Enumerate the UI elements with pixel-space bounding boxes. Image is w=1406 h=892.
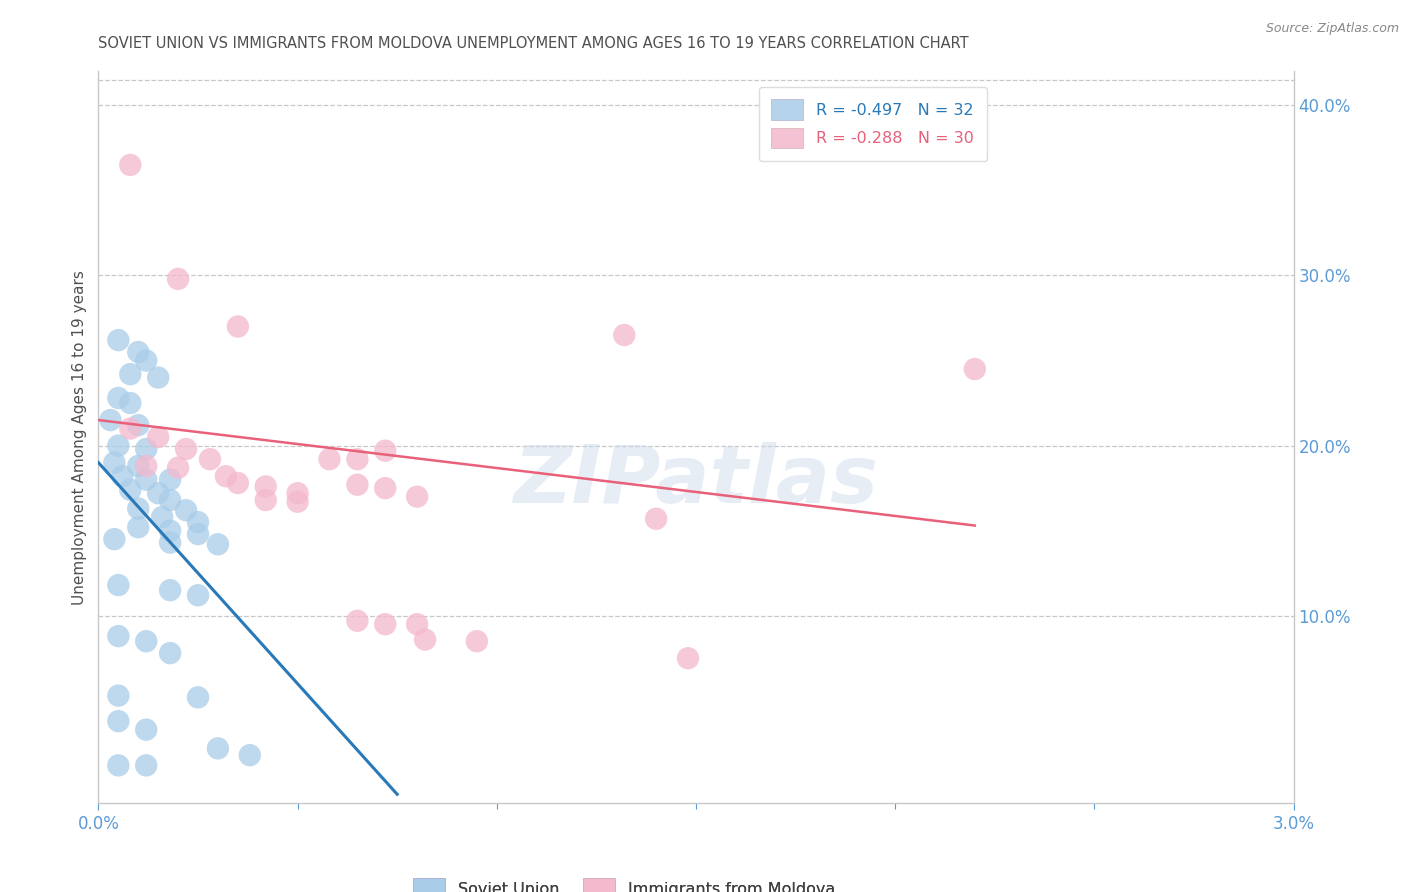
Point — [107, 439, 129, 453]
Point — [198, 452, 221, 467]
Point — [287, 494, 309, 508]
Point — [107, 333, 129, 347]
Point — [215, 469, 238, 483]
Point — [187, 527, 209, 541]
Point — [963, 362, 986, 376]
Point — [150, 510, 173, 524]
Point — [239, 748, 262, 763]
Point — [135, 353, 157, 368]
Point — [120, 367, 142, 381]
Point — [127, 458, 149, 473]
Text: Source: ZipAtlas.com: Source: ZipAtlas.com — [1265, 22, 1399, 36]
Point — [207, 537, 229, 551]
Point — [135, 458, 157, 473]
Point — [120, 421, 142, 435]
Point — [318, 452, 340, 467]
Point — [120, 396, 142, 410]
Point — [254, 479, 277, 493]
Point — [127, 345, 149, 359]
Point — [120, 483, 142, 497]
Point — [374, 443, 396, 458]
Point — [107, 629, 129, 643]
Point — [98, 413, 122, 427]
Point — [406, 617, 429, 632]
Point — [346, 452, 368, 467]
Point — [159, 646, 181, 660]
Point — [413, 632, 436, 647]
Point — [159, 493, 181, 508]
Legend: Soviet Union, Immigrants from Moldova: Soviet Union, Immigrants from Moldova — [401, 865, 848, 892]
Point — [111, 469, 134, 483]
Point — [107, 758, 129, 772]
Point — [187, 690, 209, 705]
Point — [103, 532, 125, 546]
Point — [167, 460, 190, 475]
Point — [226, 319, 249, 334]
Point — [613, 328, 636, 343]
Point — [127, 520, 149, 534]
Point — [159, 583, 181, 598]
Point — [645, 512, 668, 526]
Point — [148, 430, 170, 444]
Point — [107, 391, 129, 405]
Point — [148, 370, 170, 384]
Point — [207, 741, 229, 756]
Point — [226, 475, 249, 490]
Point — [287, 486, 309, 500]
Point — [676, 651, 699, 665]
Point — [159, 524, 181, 538]
Point — [187, 588, 209, 602]
Point — [159, 535, 181, 549]
Y-axis label: Unemployment Among Ages 16 to 19 years: Unemployment Among Ages 16 to 19 years — [72, 269, 87, 605]
Point — [374, 481, 396, 495]
Point — [107, 689, 129, 703]
Point — [107, 714, 129, 728]
Point — [127, 418, 149, 433]
Point — [135, 473, 157, 487]
Point — [254, 493, 277, 508]
Point — [127, 501, 149, 516]
Point — [465, 634, 488, 648]
Point — [135, 723, 157, 737]
Point — [187, 515, 209, 529]
Text: ZIPatlas: ZIPatlas — [513, 442, 879, 520]
Point — [174, 442, 197, 456]
Point — [159, 473, 181, 487]
Point — [107, 578, 129, 592]
Point — [374, 617, 396, 632]
Point — [167, 272, 190, 286]
Point — [174, 503, 197, 517]
Text: SOVIET UNION VS IMMIGRANTS FROM MOLDOVA UNEMPLOYMENT AMONG AGES 16 TO 19 YEARS C: SOVIET UNION VS IMMIGRANTS FROM MOLDOVA … — [98, 36, 969, 51]
Point — [346, 477, 368, 491]
Point — [148, 486, 170, 500]
Point — [406, 490, 429, 504]
Point — [135, 758, 157, 772]
Point — [135, 634, 157, 648]
Point — [120, 158, 142, 172]
Point — [103, 456, 125, 470]
Point — [135, 442, 157, 456]
Point — [346, 614, 368, 628]
